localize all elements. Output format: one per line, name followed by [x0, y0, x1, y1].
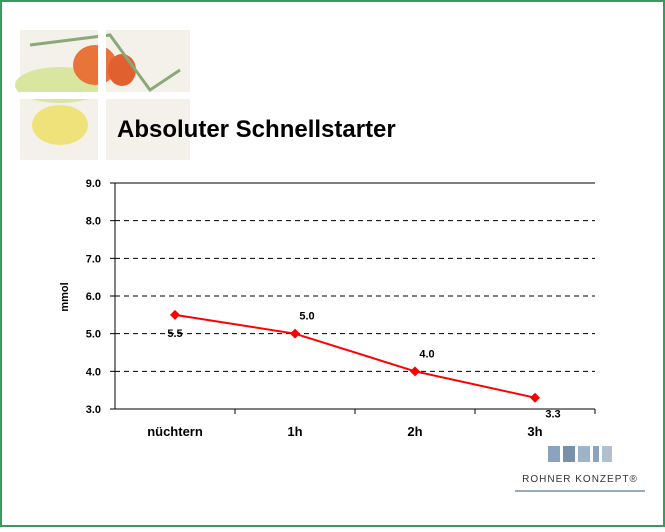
x-tick-label: nüchtern — [147, 424, 203, 439]
x-tick-label: 1h — [287, 424, 302, 439]
y-tick-label: 7.0 — [86, 253, 101, 265]
y-axis-label: mmol — [59, 282, 71, 311]
slide: Absoluter Schnellstarter mmol 3.0 4.0 5.0 6… — [0, 0, 665, 527]
data-label: 3.3 — [545, 409, 560, 421]
x-tick-label: 2h — [407, 424, 422, 439]
y-tick-label: 5.0 — [86, 329, 101, 341]
chart-title: Absoluter Schnellstarter — [117, 116, 396, 143]
data-label: 5.0 — [299, 311, 314, 323]
x-tick-label: 3h — [527, 424, 542, 439]
y-tick-label: 4.0 — [86, 366, 101, 378]
y-tick-label: 3.0 — [86, 404, 101, 416]
decoration — [15, 30, 195, 165]
y-tick-label: 6.0 — [86, 291, 101, 303]
y-tick-label: 8.0 — [86, 216, 101, 228]
data-label: 4.0 — [419, 348, 434, 360]
data-label: 5.5 — [167, 328, 182, 340]
y-tick-label: 9.0 — [86, 178, 101, 190]
logo-text: ROHNER KONZEPT® — [522, 474, 638, 485]
